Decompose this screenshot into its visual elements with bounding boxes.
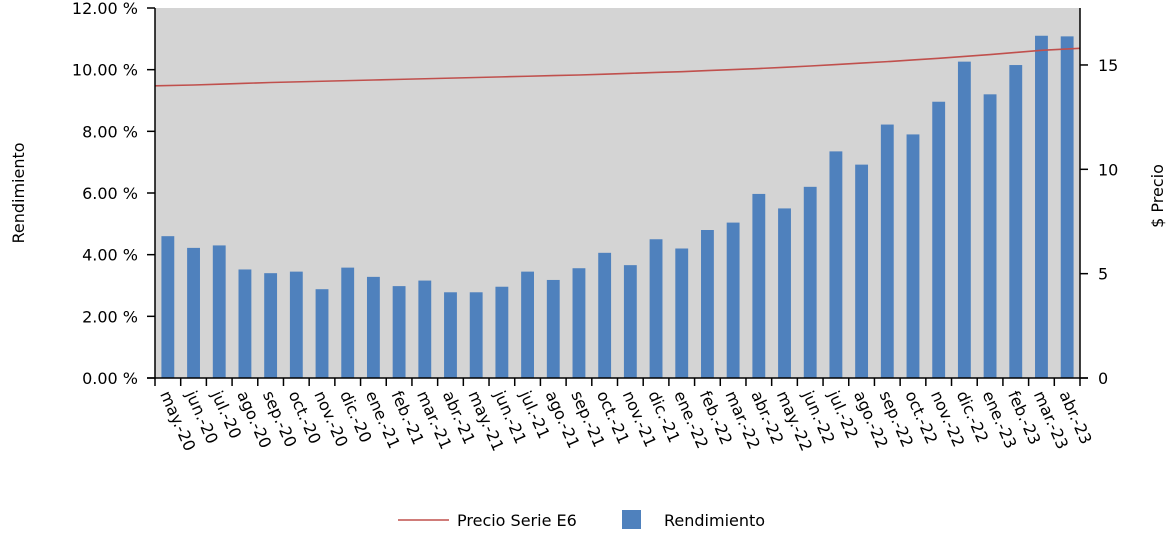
left-tick-label: 0.00 % [82, 369, 138, 388]
left-tick-label: 2.00 % [82, 307, 138, 326]
legend-label-precio: Precio Serie E6 [457, 511, 577, 530]
bar-may.-22 [778, 208, 791, 378]
bar-jul.-22 [829, 151, 843, 378]
bar-dic.-20 [341, 267, 355, 378]
bar-feb.-21 [392, 286, 406, 378]
y-axis-title-left: Rendimiento [9, 142, 28, 243]
bar-sep.-21 [572, 268, 586, 378]
bar-ago.-20 [238, 269, 252, 378]
bar-oct.-21 [598, 252, 612, 378]
left-tick-label: 8.00 % [82, 122, 138, 141]
bar-mar.-21 [418, 280, 432, 378]
legend-label-rendimiento: Rendimiento [664, 511, 765, 530]
right-tick-label: 10 [1098, 160, 1118, 179]
bar-mar.-22 [726, 222, 740, 378]
bar-ene.-23 [983, 94, 997, 378]
bar-feb.-22 [701, 230, 714, 378]
bar-oct.-20 [289, 271, 303, 379]
bar-nov.-21 [623, 265, 637, 378]
bar-dic.-22 [957, 61, 971, 379]
bar-abr.-23 [1060, 36, 1074, 379]
bar-abr.-22 [752, 193, 766, 378]
bar-ene.-21 [366, 276, 380, 378]
left-tick-label: 10.00 % [72, 61, 138, 80]
bar-jun.-21 [495, 286, 509, 378]
right-tick-label: 0 [1098, 369, 1108, 388]
y-axis-title-right: $ Precio [1148, 164, 1167, 228]
bar-jul.-20 [212, 245, 226, 378]
line-series [154, 47, 1081, 87]
left-tick-label: 4.00 % [82, 246, 138, 265]
bar-series [161, 35, 1074, 379]
bar-abr.-21 [444, 292, 457, 378]
bar-oct.-22 [906, 134, 920, 378]
line-precio-serie-e6 [154, 47, 1081, 87]
legend-bar-swatch [622, 510, 641, 529]
bar-jul.-21 [521, 271, 534, 379]
bar-may.-21 [469, 292, 483, 378]
bar-jun.-22 [803, 186, 817, 378]
bar-mar.-23 [1035, 35, 1048, 378]
bar-sep.-20 [264, 273, 278, 378]
bar-nov.-20 [315, 289, 329, 378]
left-tick-label: 12.00 % [72, 0, 138, 18]
bar-ago.-21 [546, 279, 560, 378]
bar-ago.-22 [855, 164, 869, 378]
bar-nov.-22 [932, 101, 946, 378]
right-tick-label: 5 [1098, 265, 1108, 284]
left-tick-label: 6.00 % [82, 184, 138, 203]
bar-dic.-21 [649, 239, 663, 378]
axes: 0.00 % 2.00 % 4.00 % 6.00 % 8.00 % 10.00 % 12.… [72, 0, 1118, 388]
legend: Precio Serie E6 Rendimiento [398, 510, 765, 530]
plot-area-background [155, 8, 1080, 378]
bar-sep.-22 [880, 124, 894, 378]
bar-may.-20 [161, 236, 175, 378]
right-tick-label: 15 [1098, 56, 1118, 75]
axis-labels: may.-20jun.-20jul.-20ago.-20sep.-20oct.-… [9, 142, 1167, 453]
bar-ene.-22 [675, 248, 689, 378]
bar-jun.-20 [187, 247, 200, 378]
bar-feb.-23 [1009, 65, 1023, 378]
